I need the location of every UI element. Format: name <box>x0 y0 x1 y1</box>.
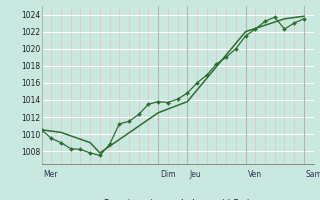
Text: Sam: Sam <box>306 170 320 179</box>
Text: Ven: Ven <box>248 170 262 179</box>
Text: Dim: Dim <box>160 170 176 179</box>
Text: Mer: Mer <box>44 170 58 179</box>
Text: Pression niveau de la mer( hPa ): Pression niveau de la mer( hPa ) <box>104 199 251 200</box>
Text: Jeu: Jeu <box>189 170 201 179</box>
